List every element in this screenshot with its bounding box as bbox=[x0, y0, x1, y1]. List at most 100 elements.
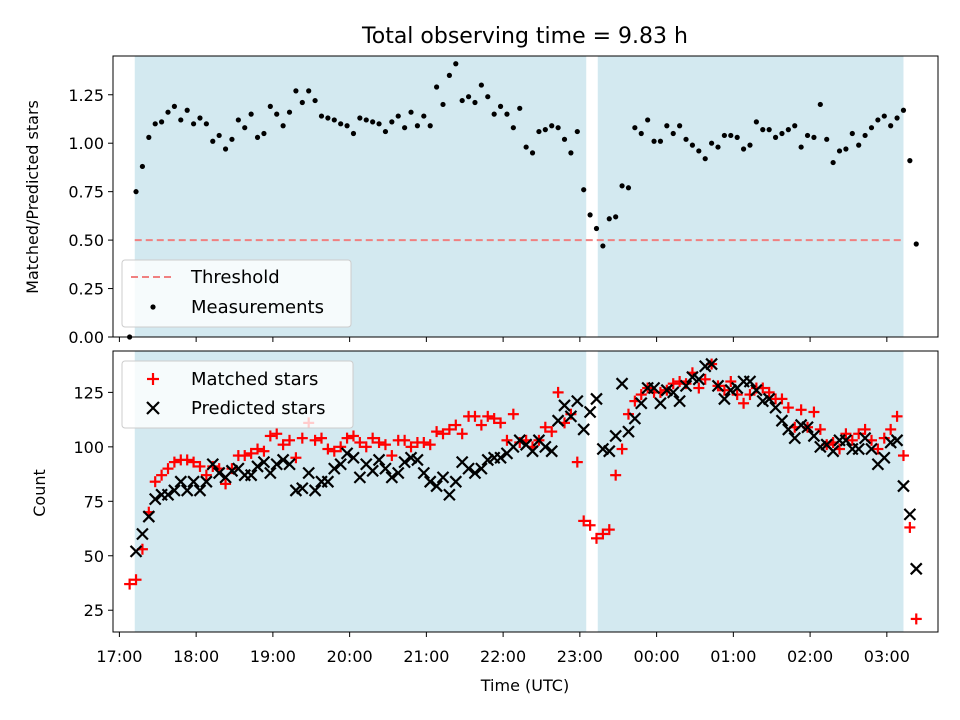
matched-star-point bbox=[277, 439, 289, 451]
matched-star-point bbox=[590, 532, 602, 544]
predicted-star-point bbox=[129, 545, 143, 558]
matched-star-point bbox=[891, 410, 903, 422]
predicted-star-point bbox=[558, 399, 571, 412]
measurement-point bbox=[772, 134, 779, 140]
matched-star-point bbox=[360, 441, 372, 453]
matched-star-point bbox=[840, 428, 852, 440]
predicted-star-point bbox=[475, 462, 488, 475]
matched-star-point bbox=[904, 521, 916, 533]
matched-star-point bbox=[795, 404, 807, 416]
matched-star-point bbox=[744, 389, 756, 401]
predicted-star-point bbox=[577, 423, 590, 436]
bottom-legend-box bbox=[121, 360, 354, 429]
measurement-point bbox=[434, 84, 440, 90]
matched-star-point bbox=[872, 443, 884, 455]
measurement-point bbox=[824, 136, 830, 142]
x-tick-label: 21:00 bbox=[403, 647, 449, 666]
matched-star-point bbox=[258, 445, 270, 457]
matched-star-point bbox=[437, 428, 449, 440]
measurement-point bbox=[318, 113, 325, 119]
measurement-point bbox=[613, 214, 619, 220]
predicted-star-point bbox=[826, 444, 840, 458]
matched-star-point bbox=[443, 423, 455, 435]
predicted-star-point bbox=[283, 457, 296, 471]
matched-star-point bbox=[347, 430, 359, 442]
matched-star-point bbox=[622, 408, 634, 420]
predicted-star-point bbox=[666, 386, 680, 399]
measurement-point bbox=[862, 132, 868, 139]
predicted-star-point bbox=[878, 451, 891, 465]
measurement-point bbox=[728, 132, 734, 139]
measurement-point bbox=[753, 119, 759, 125]
x-tick-label: 18:00 bbox=[173, 647, 219, 666]
measurement-point bbox=[542, 127, 548, 133]
predicted-star-point bbox=[136, 527, 149, 541]
matched-star-point bbox=[328, 445, 340, 457]
measurement-point bbox=[606, 216, 612, 222]
measurement-point bbox=[894, 115, 900, 121]
y-tick-label: 50 bbox=[84, 547, 104, 566]
predicted-star-point bbox=[782, 423, 795, 436]
measurement-point bbox=[478, 82, 484, 88]
measurement-point bbox=[517, 105, 523, 111]
matched-star-point bbox=[405, 441, 417, 453]
matched-star-point bbox=[296, 432, 308, 444]
y-tick-label: 0.50 bbox=[68, 231, 104, 250]
predicted-star-point bbox=[187, 475, 200, 488]
matched-star-point bbox=[616, 443, 628, 455]
matched-star-point bbox=[271, 428, 283, 440]
measurement-point bbox=[625, 185, 632, 191]
predicted-star-point bbox=[551, 414, 565, 427]
predicted-star-point bbox=[692, 373, 706, 386]
measurement-point bbox=[382, 128, 389, 135]
x-tick-label: 03:00 bbox=[864, 647, 910, 666]
measurement-point bbox=[702, 156, 708, 162]
matched-star-point bbox=[782, 402, 794, 414]
matched-star-point bbox=[674, 375, 686, 387]
matched-star-point bbox=[846, 434, 858, 446]
predicted-star-point bbox=[750, 383, 763, 397]
measurement-point bbox=[363, 117, 369, 123]
matched-star-point bbox=[456, 428, 468, 440]
predicted-star-point bbox=[398, 455, 411, 469]
measurement-point bbox=[402, 125, 408, 131]
measurement-point bbox=[510, 125, 516, 131]
measurement-point bbox=[689, 142, 696, 148]
legend-matched-swatch bbox=[147, 373, 159, 385]
measurement-point bbox=[849, 130, 855, 137]
measurement-point bbox=[632, 125, 638, 131]
measurement-point bbox=[235, 117, 241, 123]
matched-star-point bbox=[552, 386, 564, 398]
measurement-point bbox=[350, 130, 357, 137]
matched-star-point bbox=[897, 450, 909, 462]
matched-star-point bbox=[539, 421, 551, 433]
measurement-point bbox=[715, 144, 721, 150]
predicted-star-point bbox=[571, 394, 584, 408]
predicted-star-point bbox=[443, 488, 456, 502]
measurement-point bbox=[587, 212, 593, 218]
matched-star-point bbox=[162, 463, 174, 475]
measurement-point bbox=[900, 107, 907, 113]
matched-star-point bbox=[290, 452, 302, 464]
matched-star-point bbox=[124, 578, 136, 590]
predicted-star-point bbox=[142, 510, 156, 523]
predicted-star-point bbox=[673, 394, 686, 408]
measurement-point bbox=[325, 115, 331, 121]
matched-star-point bbox=[335, 441, 347, 453]
measurement-point bbox=[446, 72, 452, 78]
matched-star-point bbox=[245, 447, 257, 459]
measurement-point bbox=[242, 125, 248, 131]
predicted-star-point bbox=[494, 451, 507, 465]
matched-star-point bbox=[885, 423, 897, 435]
measurement-point bbox=[139, 163, 146, 170]
matched-star-point bbox=[200, 469, 212, 481]
matched-star-point bbox=[878, 432, 890, 444]
measurement-point bbox=[664, 123, 670, 129]
predicted-star-point bbox=[654, 397, 667, 410]
y-tick-label: 125 bbox=[73, 383, 104, 402]
top-legend: Threshold Measurements bbox=[121, 259, 352, 328]
predicted-star-point bbox=[711, 379, 725, 393]
matched-star-point bbox=[149, 476, 161, 488]
predicted-star-point bbox=[903, 508, 917, 521]
bottom-y-axis-label: Count bbox=[30, 469, 49, 517]
